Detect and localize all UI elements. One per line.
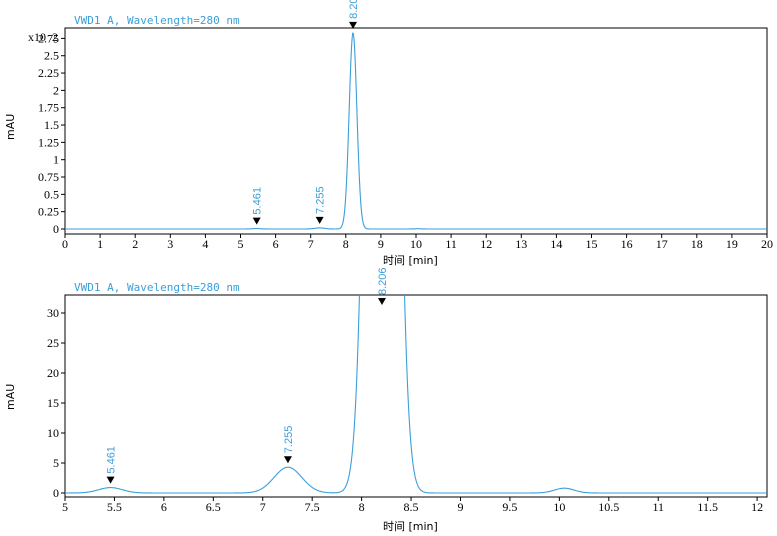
chart-title: VWD1 A, Wavelength=280 nm <box>74 14 240 27</box>
peak-label: 5.461 <box>106 446 118 474</box>
y-axis-label: mAU <box>4 384 17 410</box>
chromatogram-panel-zoom: VWD1 A, Wavelength=280 nm mAU 时间 [min] 5… <box>4 267 768 533</box>
y-tick-label: 20 <box>47 366 59 380</box>
chromatogram-trace <box>65 32 767 230</box>
peak-marker <box>106 476 115 484</box>
chart-title: VWD1 A, Wavelength=280 nm <box>74 281 240 294</box>
peak-marker <box>377 298 386 305</box>
x-tick-label: 20 <box>761 237 773 251</box>
x-tick-label: 8 <box>359 500 365 514</box>
x-tick-label: 12 <box>751 500 763 514</box>
x-tick-label: 10 <box>410 237 422 251</box>
peak-marker <box>252 217 261 225</box>
y-tick-label: 5 <box>53 456 59 470</box>
y-axis-label: mAU <box>4 114 17 140</box>
x-tick-label: 7 <box>260 500 266 514</box>
x-tick-label: 0 <box>62 237 68 251</box>
y-tick-label: 2.5 <box>44 49 59 63</box>
y-exponent-label: x10 <box>28 30 46 44</box>
x-tick-label: 2 <box>132 237 138 251</box>
x-tick-label: 6 <box>161 500 167 514</box>
x-tick-label: 11 <box>445 237 457 251</box>
x-axis-label: 时间 [min] <box>383 254 438 267</box>
x-tick-label: 7.5 <box>305 500 320 514</box>
x-tick-label: 1 <box>97 237 103 251</box>
x-tick-label: 15 <box>586 237 598 251</box>
chromatogram-trace <box>65 295 767 494</box>
y-tick-label: 2.25 <box>38 66 59 80</box>
x-tick-label: 6 <box>273 237 279 251</box>
x-tick-label: 5 <box>62 500 68 514</box>
y-tick-label: 10 <box>47 426 59 440</box>
x-tick-label: 5.5 <box>107 500 122 514</box>
peak-label: 7.255 <box>283 426 295 454</box>
x-tick-label: 13 <box>515 237 527 251</box>
y-tick-label: 1.5 <box>44 118 59 132</box>
x-tick-label: 9.5 <box>502 500 517 514</box>
y-tick-label: 25 <box>47 336 59 350</box>
x-tick-label: 7 <box>308 237 314 251</box>
x-tick-label: 9 <box>378 237 384 251</box>
peak-label: 8.206 <box>377 267 389 295</box>
y-tick-label: 0 <box>53 486 59 500</box>
x-tick-label: 12 <box>480 237 492 251</box>
y-exponent-value: 2 <box>52 30 58 44</box>
x-axis-label: 时间 [min] <box>383 520 438 533</box>
peak-label: 5.461 <box>252 187 264 215</box>
x-tick-label: 19 <box>726 237 738 251</box>
y-tick-label: 2 <box>53 83 59 97</box>
peak-marker <box>349 21 358 29</box>
y-tick-label: 1.75 <box>38 101 59 115</box>
x-tick-label: 8 <box>343 237 349 251</box>
peak-label: 8.206 <box>348 0 360 19</box>
x-tick-label: 11 <box>652 500 664 514</box>
y-tick-label: 2.75 <box>38 31 59 45</box>
x-tick-label: 18 <box>691 237 703 251</box>
x-tick-label: 16 <box>621 237 633 251</box>
y-tick-label: 1.25 <box>38 135 59 149</box>
x-tick-label: 11.5 <box>697 500 718 514</box>
x-tick-label: 4 <box>202 237 208 251</box>
x-tick-label: 8.5 <box>404 500 419 514</box>
x-tick-label: 3 <box>167 237 173 251</box>
x-tick-label: 10 <box>553 500 565 514</box>
y-tick-label: 1 <box>53 153 59 167</box>
y-tick-label: 0.5 <box>44 187 59 201</box>
x-tick-label: 17 <box>656 237 668 251</box>
plot-frame <box>64 294 768 498</box>
peak-marker <box>283 456 292 464</box>
peak-label: 7.255 <box>315 186 327 214</box>
x-tick-label: 14 <box>550 237 562 251</box>
plot-frame <box>64 27 768 235</box>
x-tick-label: 6.5 <box>206 500 221 514</box>
y-tick-label: 0 <box>53 222 59 236</box>
x-tick-label: 9 <box>457 500 463 514</box>
x-tick-label: 5 <box>238 237 244 251</box>
peak-marker <box>315 216 324 224</box>
x-tick-label: 10.5 <box>598 500 619 514</box>
y-tick-label: 0.75 <box>38 170 59 184</box>
y-tick-label: 0.25 <box>38 205 59 219</box>
y-tick-label: 15 <box>47 396 59 410</box>
y-tick-label: 30 <box>47 306 59 320</box>
chromatogram-panel-full: VWD1 A, Wavelength=280 nm mAU x10 2 时间 [… <box>4 0 773 267</box>
